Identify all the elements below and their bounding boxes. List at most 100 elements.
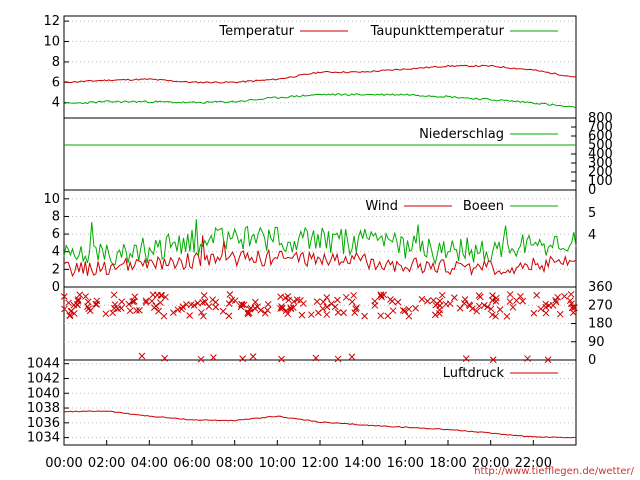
y-tick-label: 500 — [588, 138, 613, 153]
y2-tick-label: 270 — [588, 298, 613, 313]
wind-direction-point — [284, 310, 292, 318]
wind-direction-point — [152, 302, 160, 310]
wind-direction-point — [194, 299, 202, 307]
wind-direction-point — [552, 297, 559, 304]
wind-direction-point — [405, 312, 413, 320]
y-tick-label: 8 — [52, 55, 60, 70]
wind-direction-point — [102, 310, 110, 318]
wind-direction-point — [200, 292, 208, 299]
wind-direction-point — [277, 305, 284, 312]
wind-direction-point — [524, 355, 531, 362]
y-tick-label: 2 — [52, 262, 60, 277]
wind-direction-point — [489, 292, 496, 299]
wind-direction-point — [342, 293, 350, 301]
wind-direction-point — [412, 304, 419, 312]
x-tick-label: 22:00 — [515, 456, 552, 471]
y-tick-label: 10 — [43, 35, 60, 50]
pressure-legend: Luftdruck — [443, 366, 558, 381]
legend-label: Taupunkttemperatur — [370, 24, 505, 39]
wind-direction-point — [394, 298, 402, 306]
y-tick-label: 6 — [52, 75, 60, 90]
wind-direction-point — [225, 312, 233, 320]
wind-direction-point — [503, 313, 511, 320]
wind-direction-point — [348, 353, 356, 361]
wind-direction-point — [377, 291, 385, 299]
wind-direction-point — [74, 296, 82, 303]
wind-direction-point — [424, 297, 431, 305]
wind-direction-point — [117, 304, 125, 312]
legend-label: Temperatur — [218, 24, 294, 39]
wind-direction-point — [240, 301, 248, 309]
rain-legend: Niederschlag — [419, 127, 558, 142]
wind-direction-point — [399, 306, 407, 314]
wind-direction-point — [334, 296, 341, 304]
wind-direction-point — [348, 298, 356, 306]
wind-direction-point — [289, 304, 297, 312]
wind-direction-point — [60, 293, 68, 300]
wind-direction-point — [456, 304, 464, 312]
y-tick-label: 1042 — [27, 371, 60, 386]
wind-direction-point — [66, 311, 74, 319]
y-tick-label: 700 — [588, 120, 613, 135]
wind-direction-point — [323, 294, 331, 301]
x-tick-label: 02:00 — [88, 456, 125, 471]
wind-direction-point — [201, 298, 209, 306]
x-tick-label: 16:00 — [387, 456, 424, 471]
y-tick-label: 0 — [588, 183, 596, 198]
y-tick-label: 10 — [43, 192, 60, 207]
legend-label: Niederschlag — [419, 127, 504, 142]
series-line — [63, 64, 577, 84]
wind-direction-point — [556, 310, 564, 318]
wind-direction-point — [162, 293, 169, 301]
wind-direction-point — [264, 306, 271, 314]
wind-direction-point — [473, 307, 481, 315]
wind-direction-point — [313, 298, 321, 306]
wind-direction-point — [200, 312, 207, 320]
wind-direction-point — [460, 300, 468, 307]
y-tick-label: 1040 — [27, 386, 60, 401]
wind-direction-point — [506, 291, 514, 298]
y2-tick-label: 0 — [588, 353, 596, 368]
wind-direction-point — [361, 312, 368, 320]
wind-direction-point — [278, 355, 285, 363]
wind-direction-point — [350, 291, 357, 299]
wind-direction-point — [377, 292, 385, 299]
wind-direction-point — [210, 354, 217, 361]
y2-tick-label: 180 — [588, 317, 613, 332]
wind-direction-point — [197, 355, 205, 363]
y-tick-label: 800 — [588, 111, 613, 126]
wind-direction-point — [475, 292, 483, 299]
wind-direction-point — [561, 292, 568, 300]
series-line — [63, 410, 576, 439]
wind-direction-point — [377, 312, 385, 320]
y2-tick-label: 90 — [588, 335, 605, 350]
wind-direction-point — [226, 290, 234, 298]
wind-direction-point — [160, 312, 168, 320]
temp-legend: Taupunkttemperatur Temperatur — [218, 24, 558, 39]
wind-direction-point — [544, 356, 552, 364]
wind-direction-point — [519, 297, 527, 305]
wind-direction-point — [475, 302, 483, 310]
source-url[interactable]: http://www.tiefflegen.de/wetter/ — [474, 466, 634, 477]
wind-direction-point — [161, 354, 169, 362]
wind-direction-point — [513, 297, 520, 304]
wind-direction-point — [110, 291, 118, 299]
y-tick-label: 200 — [588, 165, 613, 180]
wind-direction-point — [170, 309, 177, 317]
y-tick-label: 1044 — [27, 357, 60, 372]
wind-direction-point — [174, 306, 182, 314]
wind-direction-point — [158, 292, 166, 299]
y2-tick-label: 5 — [588, 206, 596, 221]
wind-direction-point — [187, 301, 195, 309]
legend-label: Boeen — [463, 199, 504, 214]
y2-tick-label: 4 — [588, 228, 596, 243]
wind-direction-point — [469, 305, 476, 312]
wind-legend: Boeen Wind — [365, 199, 558, 214]
y-tick-label: 12 — [43, 14, 60, 29]
wind-direction-point — [353, 304, 360, 311]
wind-direction-point — [484, 303, 491, 311]
series-line — [63, 235, 577, 278]
